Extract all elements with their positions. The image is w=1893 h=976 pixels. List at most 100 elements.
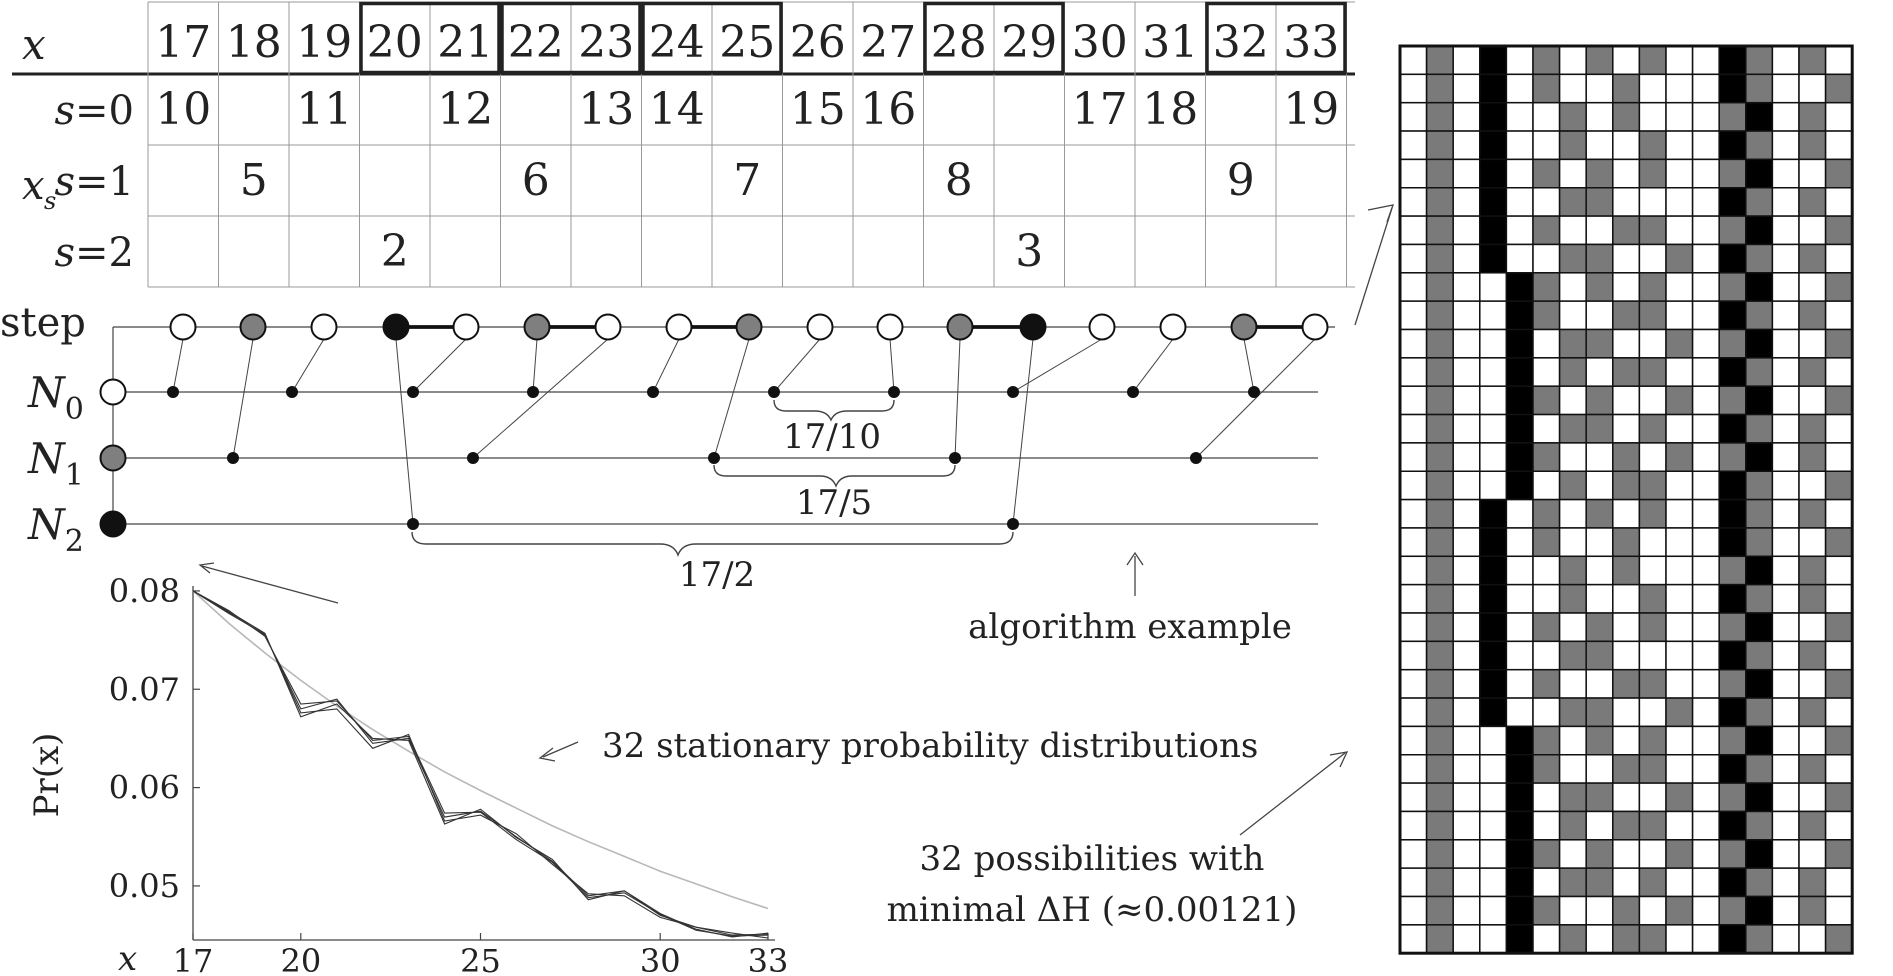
- grid-cell: [1638, 243, 1667, 274]
- grid-cell: [1612, 442, 1641, 472]
- x-value-cell: 33: [1283, 17, 1339, 68]
- grid-cell: [1425, 158, 1454, 189]
- grid-cell: [1505, 187, 1534, 217]
- grid-cell: [1505, 697, 1534, 728]
- grid-cell: [1479, 810, 1508, 841]
- grid-cell: [1558, 640, 1587, 671]
- grid-cell: [1612, 754, 1641, 784]
- grid-cell: [1745, 498, 1774, 529]
- xs-value-cell: 16: [860, 84, 916, 135]
- grid-cell: [1824, 612, 1853, 643]
- grid-cell: [1505, 668, 1534, 699]
- level-dot: [1127, 386, 1139, 398]
- grid-cell: [1612, 357, 1641, 387]
- grid-cell: [1452, 810, 1481, 841]
- grid-cell: [1638, 527, 1667, 558]
- grid-cell: [1718, 130, 1747, 161]
- possibilities-line-1: 32 possibilities with: [920, 839, 1265, 879]
- grid-cell: [1665, 640, 1694, 671]
- grid-cell: [1824, 328, 1853, 359]
- grid-cell: [1638, 385, 1667, 416]
- xs-value-cell: 7: [733, 155, 761, 206]
- grid-cell: [1532, 725, 1561, 756]
- grid-cell: [1798, 385, 1827, 416]
- grid-cell: [1452, 73, 1481, 104]
- grid-cell: [1399, 45, 1428, 76]
- grid-cell: [1558, 527, 1587, 558]
- grid-cell: [1452, 640, 1481, 671]
- grid-cell: [1425, 697, 1454, 728]
- level-dot: [888, 386, 900, 398]
- grid-cell: [1479, 924, 1508, 954]
- grid-cell: [1399, 697, 1428, 728]
- grid-cell: [1638, 725, 1667, 756]
- grid-cell: [1558, 839, 1587, 869]
- step-node-white: [806, 313, 834, 341]
- level-dot: [407, 518, 419, 530]
- grid-cell: [1691, 45, 1720, 76]
- grid-cell: [1532, 810, 1561, 841]
- grid-cell: [1638, 498, 1667, 529]
- grid-cell: [1399, 385, 1428, 416]
- grid-cell: [1612, 300, 1641, 331]
- grid-cell: [1612, 555, 1641, 586]
- x-tick-label: 30: [640, 942, 681, 976]
- grid-cell: [1745, 243, 1774, 274]
- grid-cell: [1824, 272, 1853, 302]
- grid-cell: [1532, 924, 1561, 954]
- grid-cell: [1798, 73, 1827, 104]
- grid-cell: [1532, 442, 1561, 472]
- grid-cell: [1612, 612, 1641, 643]
- grid-cell: [1558, 924, 1587, 954]
- grid-cell: [1425, 725, 1454, 756]
- grid-cell: [1771, 45, 1800, 76]
- grid-cell: [1745, 924, 1774, 954]
- grid-cell: [1532, 754, 1561, 784]
- level-dot: [1248, 386, 1260, 398]
- grid-cell: [1505, 640, 1534, 671]
- grid-cell: [1479, 158, 1508, 189]
- value-table: x x s 17 18 19 20 21 22 23 24 25 26 27 28 29 30 31 32 33…: [12, 1, 1355, 288]
- grid-cell: [1532, 583, 1561, 614]
- grid-cell: [1452, 527, 1481, 558]
- grid-cell: [1558, 555, 1587, 586]
- grid-cell: [1505, 555, 1534, 586]
- grid-cell: [1745, 612, 1774, 643]
- step-node-white: [1159, 313, 1187, 341]
- grid-cell: [1824, 300, 1853, 331]
- grid-cell: [1479, 668, 1508, 699]
- grid-cell: [1798, 782, 1827, 813]
- grid-cell: [1665, 527, 1694, 558]
- grid-cell: [1558, 725, 1587, 756]
- grid-cell: [1638, 754, 1667, 784]
- step-node-white: [452, 313, 480, 341]
- grid-cell: [1691, 215, 1720, 246]
- step-connector: [472, 338, 609, 459]
- grid-cell: [1452, 470, 1481, 501]
- grid-cell: [1505, 45, 1534, 76]
- grid-cell: [1665, 782, 1694, 813]
- grid-cell: [1638, 612, 1667, 643]
- grid-cell: [1558, 498, 1587, 529]
- grid-cell: [1425, 839, 1454, 869]
- grid-cell: [1745, 640, 1774, 671]
- grid-cell: [1452, 555, 1481, 586]
- grid-cell: [1798, 583, 1827, 614]
- grid-cell: [1824, 385, 1853, 416]
- grid-cell: [1718, 754, 1747, 784]
- grid-cell: [1505, 754, 1534, 784]
- grid-cell: [1824, 130, 1853, 161]
- step-node-gray: [1230, 313, 1258, 341]
- grid-cell: [1585, 187, 1614, 217]
- grid-cell: [1505, 300, 1534, 331]
- grid-cell: [1399, 754, 1428, 784]
- grid-cell: [1771, 583, 1800, 614]
- grid-cell: [1425, 328, 1454, 359]
- grid-cell: [1798, 924, 1827, 954]
- x-value-cell: 23: [578, 17, 634, 68]
- grid-cell: [1505, 583, 1534, 614]
- xs-value-cell: 17: [1072, 84, 1128, 135]
- grid-cell: [1665, 101, 1694, 132]
- grid-cell: [1798, 668, 1827, 699]
- grid-cell: [1798, 640, 1827, 671]
